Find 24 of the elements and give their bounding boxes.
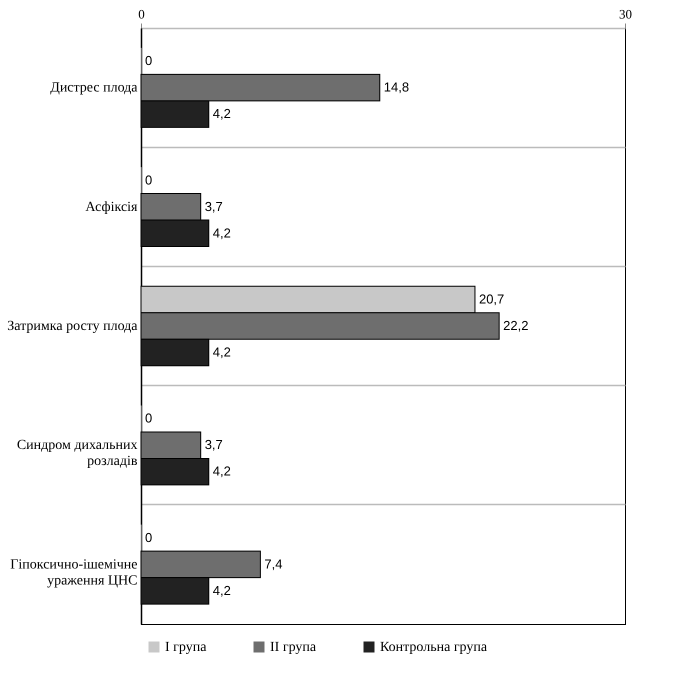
y-tick-label: Дистрес плода xyxy=(50,80,138,96)
data-label: 0 xyxy=(145,530,152,545)
data-label: 4,2 xyxy=(212,344,231,360)
data-label: 4,2 xyxy=(212,464,231,479)
y-tick-label: Затримка росту плода xyxy=(7,319,138,334)
legend-label: II група xyxy=(270,640,317,655)
legend-label: Контрольна група xyxy=(380,640,488,655)
data-label: 3,7 xyxy=(204,198,223,214)
data-label: 0 xyxy=(145,172,152,188)
data-label: 20,7 xyxy=(478,292,504,307)
data-label: 7,4 xyxy=(264,556,282,572)
y-tick-label: Гіпоксично-ішемічне ураження ЦНС xyxy=(10,557,138,588)
y-tick-label: Синдром дихальних розладів xyxy=(16,438,138,470)
data-label: 4,2 xyxy=(212,106,231,122)
legend-label: I група xyxy=(165,640,208,655)
data-label: 22,2 xyxy=(503,318,528,333)
data-label: 4,2 xyxy=(212,582,231,598)
y-tick-label: Асфіксія xyxy=(85,200,138,215)
data-label: 0 xyxy=(145,53,152,68)
x-tick-label: 30 xyxy=(619,6,632,22)
data-label: 14,8 xyxy=(384,80,410,95)
data-label: 3,7 xyxy=(204,437,223,452)
data-label: 0 xyxy=(145,410,152,426)
data-label: 4,2 xyxy=(212,225,231,240)
